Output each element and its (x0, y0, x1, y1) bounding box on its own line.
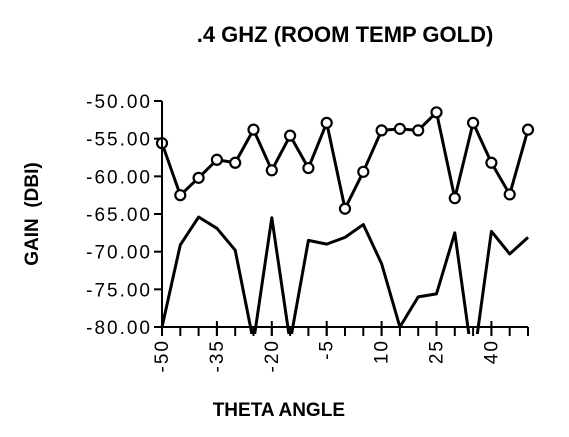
data-point (485, 156, 498, 169)
data-point (412, 124, 425, 137)
x-tick-label: -35 (207, 339, 228, 372)
y-tick-label: -75.00 (86, 280, 152, 301)
data-point (192, 171, 205, 184)
data-point (503, 188, 516, 201)
data-point (375, 124, 388, 137)
data-point (284, 129, 297, 142)
data-point (338, 202, 352, 215)
x-tick-label: -5 (317, 339, 338, 360)
y-tick-label: -70.00 (86, 243, 152, 264)
y-axis-label: GAIN (DBI) (22, 162, 43, 265)
y-tick-label: -55.00 (86, 130, 152, 151)
y-tick-label: -65.00 (86, 205, 152, 226)
x-axis-label: THETA ANGLE (213, 400, 345, 421)
data-point (247, 123, 260, 136)
data-point (265, 164, 278, 177)
data-point (448, 192, 461, 205)
data-point (210, 153, 223, 166)
x-tick-label: -50 (152, 339, 173, 372)
data-point (521, 123, 535, 136)
x-tick-label: 40 (481, 339, 502, 364)
data-point (467, 116, 480, 129)
x-tick-label: 25 (427, 339, 448, 364)
data-point (430, 106, 443, 119)
data-point (393, 122, 406, 135)
data-point (320, 116, 333, 129)
data-point (357, 165, 370, 178)
y-tick-label: -50.00 (86, 92, 152, 113)
data-point (174, 189, 187, 202)
y-tick-label: -80.00 (86, 318, 152, 339)
x-tick-label: 10 (372, 339, 393, 364)
data-point (229, 156, 242, 169)
y-tick-label: -60.00 (86, 167, 152, 188)
data-point (302, 161, 315, 175)
series-line (160, 215, 530, 334)
x-tick-label: -20 (262, 339, 283, 372)
chart-title: .4 GHZ (ROOM TEMP GOLD) (197, 22, 494, 47)
plot-area (155, 106, 535, 334)
